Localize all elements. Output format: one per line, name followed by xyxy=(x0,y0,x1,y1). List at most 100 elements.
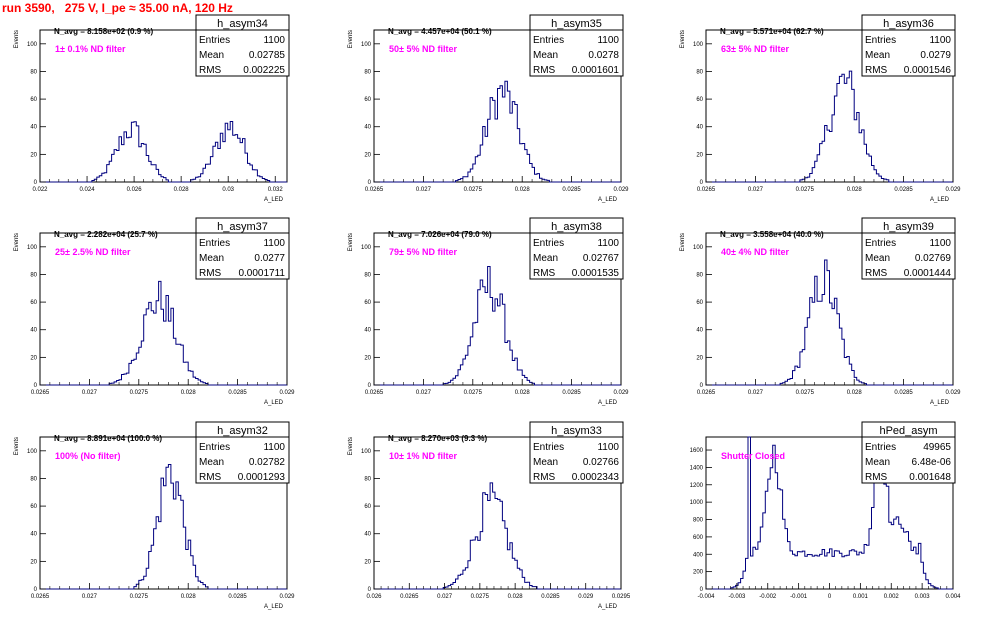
y-axis-label: Events xyxy=(348,233,354,251)
plot-frame xyxy=(705,29,954,183)
stats-label: RMS xyxy=(865,65,888,76)
x-axis-label: A_LED xyxy=(598,400,618,406)
stats-value: 6.48e-06 xyxy=(912,457,952,468)
stats-value: 0.0277 xyxy=(254,253,285,264)
plot-frame xyxy=(705,232,954,386)
histogram-name: h_asym36 xyxy=(883,18,934,30)
stats-value: 1100 xyxy=(263,35,285,46)
x-tick-label: 0.032 xyxy=(268,187,284,193)
x-tick-label: 0.0265 xyxy=(365,390,384,396)
y-tick-label: 100 xyxy=(693,42,704,48)
y-tick-label: 0 xyxy=(34,587,38,593)
y-axis-label: Events xyxy=(348,437,354,455)
y-tick-label: 800 xyxy=(693,518,704,524)
stats-label: Mean xyxy=(199,457,224,468)
stats-label: Entries xyxy=(199,238,230,249)
y-tick-label: 100 xyxy=(361,449,372,455)
y-axis-label: Events xyxy=(680,233,686,251)
stats-label: Entries xyxy=(533,35,564,46)
histogram-series xyxy=(40,280,287,386)
y-tick-label: 600 xyxy=(693,535,704,541)
y-tick-label: 60 xyxy=(30,504,37,510)
y-tick-label: 200 xyxy=(693,570,704,576)
histogram-name: h_asym39 xyxy=(883,221,934,233)
plot-frame xyxy=(373,29,622,183)
y-tick-label: 80 xyxy=(30,69,37,75)
x-axis-label: A_LED xyxy=(264,400,284,406)
x-tick-label: 0.028 xyxy=(181,594,197,600)
plot-frame xyxy=(39,232,288,386)
stats-label: Entries xyxy=(533,442,564,453)
y-tick-label: 0 xyxy=(700,383,704,389)
stats-label: Mean xyxy=(199,253,224,264)
stats-label: Mean xyxy=(533,50,558,61)
histogram-series xyxy=(374,266,621,386)
y-tick-label: 0 xyxy=(368,383,372,389)
y-axis-label: Events xyxy=(14,30,20,48)
stats-value: 0.0001601 xyxy=(572,65,620,76)
x-tick-label: 0.0275 xyxy=(464,390,483,396)
x-tick-label: 0.03 xyxy=(222,187,234,193)
x-tick-label: 0.029 xyxy=(945,187,961,193)
stats-label: Entries xyxy=(533,238,564,249)
n-avg-note: N_avg = 2.282e+04 (25.7 %) xyxy=(54,230,158,239)
histogram-panel: 0.0265 0.027 0.0275 0.028 0.0285 0.029 0 20 40 60… xyxy=(14,421,295,610)
plot-frame xyxy=(373,436,622,590)
stats-label: Mean xyxy=(533,457,558,468)
x-tick-label: 0.0265 xyxy=(697,390,716,396)
x-tick-label: 0.029 xyxy=(578,594,594,600)
y-tick-label: 40 xyxy=(30,532,37,538)
x-tick-label: 0.0285 xyxy=(541,594,560,600)
y-tick-label: 20 xyxy=(364,355,371,361)
y-tick-label: 100 xyxy=(361,42,372,48)
histogram-series xyxy=(706,436,953,590)
x-tick-label: 0.0285 xyxy=(228,390,247,396)
stats-box xyxy=(195,29,290,77)
stats-value: 0.02767 xyxy=(583,253,620,264)
y-tick-label: 60 xyxy=(364,300,371,306)
stats-box xyxy=(195,436,290,484)
x-axis-label: A_LED xyxy=(598,197,618,203)
stats-value: 1100 xyxy=(597,238,619,249)
histogram-name: h_asym38 xyxy=(551,221,602,233)
x-tick-label: 0.0295 xyxy=(612,594,631,600)
y-tick-label: 80 xyxy=(696,272,703,278)
stats-value: 0.0002343 xyxy=(572,472,620,483)
x-tick-label: 0.0275 xyxy=(130,594,149,600)
stats-value: 0.0001711 xyxy=(238,268,285,279)
stats-value: 0.0001293 xyxy=(238,472,286,483)
stats-box xyxy=(529,29,624,77)
x-tick-label: 0.028 xyxy=(174,187,190,193)
histogram-panel: 0.022 0.024 0.026 0.028 0.03 0.032 0 20 40 60 80 10… xyxy=(14,14,290,203)
x-tick-label: 0.0285 xyxy=(562,187,581,193)
stats-value: 0.02782 xyxy=(249,457,286,468)
histogram-name: h_asym32 xyxy=(217,425,268,437)
x-tick-label: 0.0285 xyxy=(562,390,581,396)
filter-annotation: 10± 1% ND filter xyxy=(389,451,457,461)
histogram-series xyxy=(706,70,953,183)
histogram-series xyxy=(374,482,621,590)
filter-annotation: Shutter Closed xyxy=(721,451,785,461)
x-tick-label: 0.0275 xyxy=(796,187,815,193)
x-tick-label: 0.022 xyxy=(32,187,48,193)
stats-value: 1100 xyxy=(597,442,619,453)
stats-label: Entries xyxy=(865,238,896,249)
y-tick-label: 1200 xyxy=(690,483,704,489)
histogram-series xyxy=(40,121,287,183)
x-axis-label: A_LED xyxy=(264,604,284,610)
stats-value: 1100 xyxy=(263,442,285,453)
stats-label: Mean xyxy=(199,50,224,61)
x-tick-label: 0.0265 xyxy=(400,594,419,600)
x-tick-label: 0.027 xyxy=(82,594,98,600)
n-avg-note: N_avg = 4.457e+04 (50.1 %) xyxy=(388,27,492,36)
histogram-name: h_asym33 xyxy=(551,425,602,437)
histogram-series xyxy=(40,464,287,590)
stats-value: 49965 xyxy=(923,442,951,453)
y-tick-label: 0 xyxy=(34,383,38,389)
histogram-series xyxy=(374,80,621,183)
y-tick-label: 20 xyxy=(696,152,703,158)
x-tick-label: 0.002 xyxy=(884,594,900,600)
y-tick-label: 40 xyxy=(364,328,371,334)
histogram-name: h_asym34 xyxy=(217,18,268,30)
